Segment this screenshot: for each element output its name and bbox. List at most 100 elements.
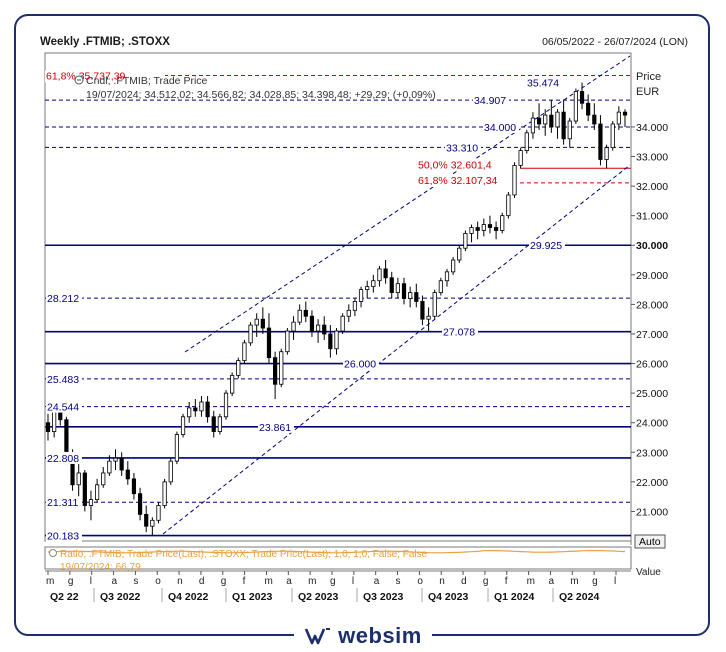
- candle-body: [168, 460, 173, 483]
- candle-body: [273, 357, 278, 385]
- dashed-level-label: 34.907: [474, 95, 506, 107]
- level-label-background: [46, 292, 82, 305]
- candle-body: [88, 499, 94, 506]
- candle-body: [279, 351, 284, 385]
- candle-legend-values: 19/07/2024; 34.512,02; 34.566,82; 34.028…: [86, 89, 436, 101]
- candle-body: [420, 301, 425, 320]
- candle-body: [408, 292, 413, 299]
- candle-body: [622, 111, 628, 116]
- candle-body: [82, 472, 87, 506]
- candle-body: [438, 280, 443, 293]
- channel-lower-line: [162, 164, 631, 535]
- level-label-background: [529, 239, 565, 252]
- candle-legend-label: Cndl; .FTMIB; Trade Price: [86, 75, 208, 87]
- candle-body: [444, 271, 450, 282]
- candle-body: [475, 227, 480, 231]
- candle-body: [469, 227, 474, 234]
- candle-body: [536, 117, 542, 125]
- candle-body: [432, 292, 437, 317]
- month-tick-label: s: [133, 576, 138, 587]
- candle-body: [162, 481, 167, 506]
- candle-body: [586, 102, 591, 116]
- candle-body: [76, 472, 81, 486]
- ratio-panel: [44, 546, 632, 570]
- level-label-background: [343, 357, 379, 370]
- candle-body: [604, 147, 609, 160]
- candle-body: [395, 283, 400, 293]
- fib-level-label: 61,8% 32.107,34: [418, 175, 498, 187]
- candle-body: [125, 469, 130, 480]
- candle-body: [371, 280, 376, 288]
- level-label-background: [46, 496, 82, 509]
- candle-body: [193, 407, 198, 412]
- candle-body: [451, 259, 456, 273]
- candle-body: [285, 330, 290, 353]
- channel-label: 35.474: [527, 77, 559, 89]
- solid-level-label: 29.925: [530, 240, 562, 252]
- dashed-level-label: 25.483: [47, 374, 79, 386]
- candle-body: [217, 416, 222, 432]
- candle-body: [199, 401, 204, 412]
- brand-footer: websim: [0, 623, 726, 649]
- month-tick-label: m: [570, 576, 578, 587]
- solid-level-label: 23.861: [259, 422, 291, 434]
- candle-body: [346, 309, 351, 317]
- price-axis-currency: EUR: [636, 86, 659, 98]
- month-tick-label: d: [199, 576, 205, 587]
- chart-title: Weekly .FTMIB; .STOXX: [40, 36, 170, 48]
- y-tick-label: 27.000: [636, 329, 668, 341]
- candle-body: [567, 120, 572, 140]
- candle-body: [365, 286, 370, 291]
- month-tick-label: g: [592, 576, 598, 587]
- candle-body: [383, 268, 388, 279]
- candle-body: [266, 327, 272, 359]
- y-tick-label: 34.000: [636, 122, 668, 134]
- candle-body: [610, 123, 615, 149]
- candle-body: [457, 247, 462, 261]
- month-tick-label: d: [461, 576, 467, 587]
- month-tick-label: l: [90, 576, 92, 587]
- level-label-background: [46, 451, 82, 464]
- ratio-axis-title: Value: [636, 567, 661, 578]
- plot-area: [44, 52, 632, 542]
- candle-body: [291, 321, 296, 332]
- auto-scale-button[interactable]: [634, 534, 666, 549]
- candle-body: [242, 342, 247, 361]
- candle-body: [493, 227, 499, 231]
- dashed-level-label: 21.311: [47, 497, 78, 509]
- month-tick-label: n: [177, 576, 183, 587]
- solid-level-label: 27.078: [443, 327, 475, 339]
- candle-body: [107, 460, 112, 474]
- candle-body: [358, 289, 364, 302]
- level-label-background: [46, 529, 82, 542]
- quarter-label: Q3 2022: [100, 591, 140, 603]
- quarter-label: Q4 2023: [428, 591, 468, 603]
- candle-body: [322, 324, 327, 335]
- candle-body: [236, 360, 241, 376]
- fib-level-label: 61,8% 35.737,39: [46, 71, 126, 83]
- candle-body: [52, 410, 57, 432]
- candle-body: [303, 309, 308, 317]
- dashed-level-label: 33.310: [446, 142, 478, 154]
- ratio-legend-label: Ratio; .FTMIB; Trade Price(Last); .STOXX…: [60, 549, 428, 560]
- candle-body: [137, 493, 143, 515]
- quarter-label: Q2 2023: [298, 591, 338, 603]
- candle-body: [328, 333, 333, 350]
- candle-body: [426, 315, 431, 320]
- candle-body: [187, 407, 192, 418]
- date-range: 06/05/2022 - 26/07/2024 (LON): [542, 36, 688, 48]
- y-tick-label: 24.000: [636, 418, 668, 430]
- websim-logo-icon: [304, 628, 331, 645]
- candle-body: [260, 318, 265, 329]
- candle-body: [113, 457, 118, 462]
- y-tick-label: 23.000: [636, 447, 668, 459]
- y-tick-label: 29.000: [636, 270, 668, 282]
- dashed-level-label: 28.212: [47, 293, 79, 305]
- candle-body: [506, 194, 511, 217]
- candle-body: [150, 519, 155, 527]
- solid-level-label: 20.183: [47, 531, 79, 543]
- month-tick-label: o: [417, 576, 423, 587]
- solid-level-label: 26.000: [344, 359, 376, 371]
- ratio-legend-toggle-icon[interactable]: [49, 549, 57, 557]
